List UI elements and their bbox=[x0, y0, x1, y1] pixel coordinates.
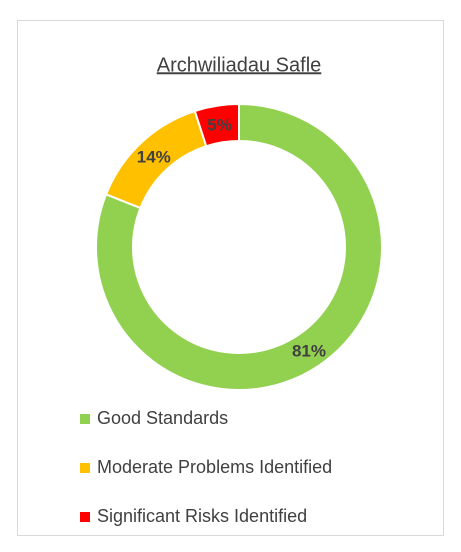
legend-label: Significant Risks Identified bbox=[97, 506, 307, 526]
legend-label: Moderate Problems Identified bbox=[97, 457, 332, 477]
legend-swatch bbox=[80, 414, 90, 424]
chart-title: Archwiliadau Safle bbox=[157, 54, 322, 76]
legend-swatch bbox=[80, 463, 90, 473]
donut-slice bbox=[193, 102, 240, 148]
data-label: 14% bbox=[137, 148, 171, 167]
data-label: 5% bbox=[207, 116, 232, 135]
legend-label: Good Standards bbox=[97, 408, 228, 428]
legend-swatch bbox=[80, 512, 90, 522]
data-label: 81% bbox=[292, 341, 326, 360]
donut-slice bbox=[95, 102, 383, 391]
